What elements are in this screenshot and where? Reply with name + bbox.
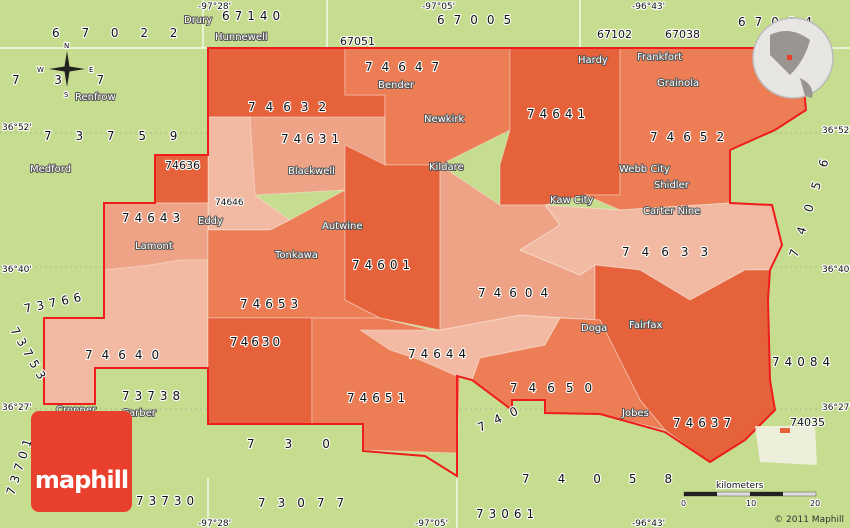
compass-s: S	[64, 91, 69, 99]
place-tonkawa: Tonkawa	[274, 250, 318, 261]
longitude-label: -96°43'	[632, 519, 665, 528]
zip-label: 73730	[136, 494, 199, 508]
zip-label: 74652	[650, 130, 733, 144]
zip-label: 74651	[347, 391, 410, 405]
zip-label: 74601	[352, 258, 415, 272]
region-74630[interactable]	[207, 317, 313, 425]
place-frankfort: Frankfort	[637, 52, 682, 63]
zip-label: 74643	[122, 211, 185, 225]
place-medford: Medford	[30, 164, 71, 175]
place-hardy: Hardy	[578, 55, 608, 66]
logo-text: maphill	[34, 466, 129, 494]
zip-label: 74644	[408, 347, 471, 361]
zip-label: 73766	[23, 289, 88, 316]
place-shidler: Shidler	[654, 180, 690, 191]
compass-w: W	[37, 66, 44, 74]
place-labels: Drury Hunnewell Renfrow Medford Bender N…	[29, 14, 701, 420]
zip-label: 67051	[340, 35, 375, 48]
copyright: © 2011 Maphill	[774, 515, 844, 525]
compass-rose-icon: N S E W	[36, 41, 95, 100]
zip-label: 74058	[522, 472, 700, 486]
place-drury: Drury	[184, 15, 212, 26]
zip-label: 74633	[622, 245, 720, 259]
zip-label: 74631	[281, 132, 344, 146]
zip-label: 67140	[222, 9, 285, 23]
latitude-label: 36°27'	[2, 403, 32, 413]
region-74035	[755, 426, 817, 465]
longitude-label: -97°05'	[415, 519, 448, 528]
scale-tick: 10	[746, 499, 756, 508]
latitude-label: 36°52'	[822, 126, 850, 136]
place-doga: Doga	[581, 323, 607, 334]
compass-n: N	[64, 42, 69, 50]
zip-label: 7 3 7 5 9	[44, 129, 187, 143]
region-74035-highlight	[780, 428, 790, 433]
zip-label: 74650	[510, 381, 603, 395]
zip-label: 74604	[478, 286, 556, 300]
place-renfrow: Renfrow	[75, 92, 116, 103]
place-kaw-city: Kaw City	[550, 195, 594, 206]
scale-unit: kilometers	[716, 481, 764, 491]
place-webb-city: Webb City	[619, 164, 670, 175]
place-grainola: Grainola	[657, 78, 699, 89]
zip-label: 7 3 7	[12, 73, 113, 87]
place-autwine: Autwine	[322, 221, 363, 232]
longitude-label: -97°05'	[422, 2, 455, 12]
zip-label: 73061	[476, 507, 539, 521]
zip-label: 67102	[597, 28, 632, 41]
zip-label: 74056	[787, 142, 837, 259]
place-hunnewell: Hunnewell	[215, 32, 268, 43]
latitude-label: 36°27'	[822, 403, 850, 413]
zip-label: 73077	[258, 496, 356, 510]
scale-tick: 20	[810, 499, 820, 508]
boundary-outline	[43, 47, 808, 478]
zip-label: 74636	[165, 159, 200, 172]
place-eddy: Eddy	[198, 216, 223, 227]
region-74641[interactable]	[499, 47, 621, 206]
maphill-logo[interactable]: maphill	[31, 411, 132, 512]
scale-tick: 0	[681, 499, 686, 508]
zip-label: 74653	[240, 297, 303, 311]
scale-bar: kilometers 0 10 20	[680, 480, 821, 509]
zip-label: 740	[475, 400, 529, 435]
zip-label: 74035	[790, 416, 825, 429]
latitude-label: 36°40'	[2, 265, 32, 275]
zip-label: 74084	[772, 355, 835, 369]
latitude-label: 36°40'	[822, 265, 850, 275]
region-74601[interactable]	[344, 144, 441, 331]
longitude-label: -97°28'	[198, 519, 231, 528]
place-bender: Bender	[378, 80, 415, 91]
place-newkirk: Newkirk	[424, 114, 464, 125]
globe-locator-icon	[752, 17, 834, 99]
place-lamont: Lamont	[135, 241, 173, 252]
zip-label: 6 7 0 2 2	[52, 26, 186, 40]
zip-label: 74640	[85, 348, 168, 362]
latitude-label: 36°52'	[2, 123, 32, 133]
place-blackwell: Blackwell	[288, 166, 335, 177]
zip-label: 74632	[248, 100, 336, 114]
zip-label: 74641	[527, 107, 590, 121]
zip-regions	[43, 47, 807, 463]
zip-label: 73738	[122, 389, 185, 403]
region-74640[interactable]	[43, 259, 209, 405]
place-jobes: Jobes	[621, 408, 649, 419]
longitude-label: -96°43'	[632, 2, 665, 12]
place-fairfax: Fairfax	[629, 320, 663, 331]
compass-e: E	[89, 66, 93, 74]
zip-label: 74646	[215, 198, 244, 208]
zip-label: 730	[247, 437, 360, 451]
zip-label: 67005	[437, 13, 520, 27]
zip-label: 74647	[365, 60, 448, 74]
place-carter-nine: Carter Nine	[643, 206, 700, 217]
place-kildare: Kildare	[429, 162, 464, 173]
zip-label: 67038	[665, 28, 700, 41]
longitude-label: -97°28'	[198, 2, 231, 12]
zip-label: 74637	[673, 416, 736, 430]
zip-label: 74630	[230, 335, 283, 349]
